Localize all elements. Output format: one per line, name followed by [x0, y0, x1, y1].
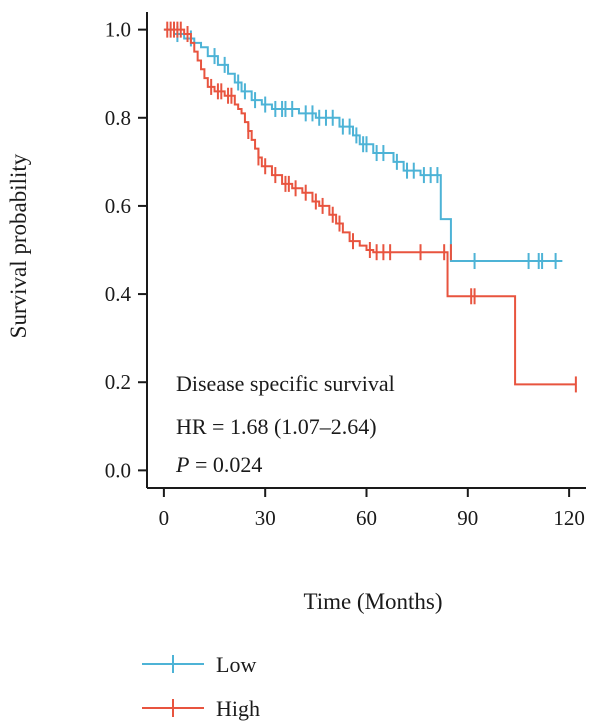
y-axis-label: Survival probability	[6, 153, 31, 338]
legend-label-low: Low	[216, 652, 256, 677]
series-layer	[163, 21, 577, 393]
x-tick-label: 0	[159, 506, 170, 530]
annotation-hr: HR = 1.68 (1.07–2.64)	[176, 414, 377, 439]
legend-label-high: High	[216, 696, 260, 721]
legend: Low High	[142, 652, 260, 721]
y-tick-label: 0.2	[105, 370, 131, 394]
annotation-title: Disease specific survival	[176, 371, 395, 396]
y-tick-label: 0.0	[105, 458, 131, 482]
y-tick-label: 0.4	[105, 282, 132, 306]
x-tick-label: 90	[457, 506, 478, 530]
annotation-pvalue: P = 0.024	[175, 452, 262, 477]
x-tick-label: 120	[553, 506, 585, 530]
annotation-block: Disease specific survival HR = 1.68 (1.0…	[175, 371, 395, 477]
tick-layer: 0 30 60 90 120 0.0 0.2 0.4 0.6 0.8 1.0	[105, 18, 585, 530]
annotation-p-symbol: P	[175, 452, 189, 477]
y-tick-label: 0.8	[105, 106, 131, 130]
x-tick-label: 60	[356, 506, 377, 530]
x-tick-label: 30	[255, 506, 276, 530]
y-tick-label: 1.0	[105, 18, 131, 42]
y-tick-label: 0.6	[105, 194, 131, 218]
annotation-p-value: = 0.024	[189, 452, 262, 477]
series-line-low	[163, 28, 563, 263]
x-axis-label: Time (Months)	[303, 589, 442, 614]
series-line-high	[163, 28, 576, 386]
